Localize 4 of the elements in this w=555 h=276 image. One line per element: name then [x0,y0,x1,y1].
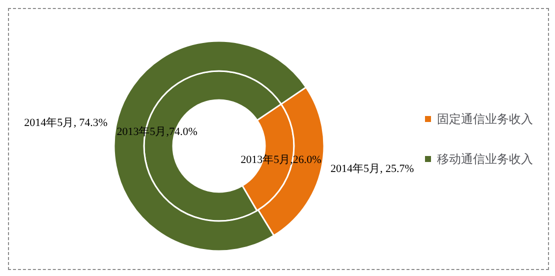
data-label: 2014年5月, 25.7% [330,163,414,176]
legend-label: 固定通信业务收入 [437,112,533,126]
legend-label: 移动通信业务收入 [437,152,533,166]
data-label: 2014年5月, 74.3% [24,116,108,129]
